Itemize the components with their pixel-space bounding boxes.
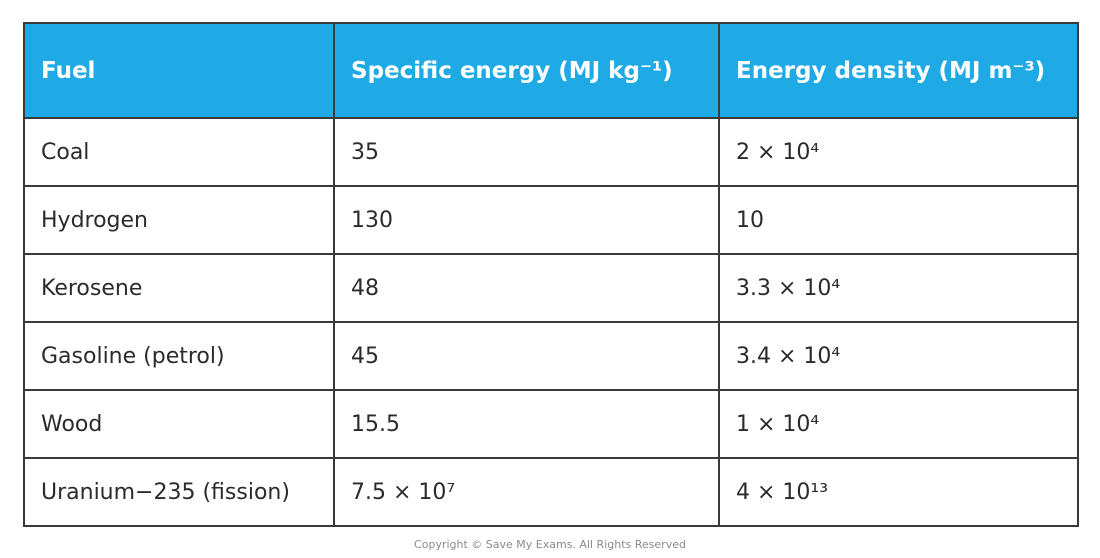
table-cell: Coal xyxy=(23,117,335,187)
table-cell: Uranium−235 (fission) xyxy=(23,457,335,527)
table-cell: 3.3 × 10⁴ xyxy=(718,253,1079,323)
table-cell: 2 × 10⁴ xyxy=(718,117,1079,187)
table-cell: Kerosene xyxy=(23,253,335,323)
table-row: Coal 35 2 × 10⁴ xyxy=(23,117,1079,187)
fuel-table: Fuel Specific energy (MJ kg⁻¹) Energy dens… xyxy=(23,22,1079,527)
header-cell: Energy density (MJ m⁻³) xyxy=(718,22,1079,119)
table-cell: 3.4 × 10⁴ xyxy=(718,321,1079,391)
table-cell: Hydrogen xyxy=(23,185,335,255)
table-cell: 4 × 10¹³ xyxy=(718,457,1079,527)
header-row: Fuel Specific energy (MJ kg⁻¹) Energy dens… xyxy=(23,22,1079,119)
table-cell: 10 xyxy=(718,185,1079,255)
table-cell: 1 × 10⁴ xyxy=(718,389,1079,459)
table-cell: 7.5 × 10⁷ xyxy=(333,457,720,527)
table-cell: Gasoline (petrol) xyxy=(23,321,335,391)
table-row: Kerosene 48 3.3 × 10⁴ xyxy=(23,253,1079,323)
table-row: Hydrogen 130 10 xyxy=(23,185,1079,255)
table-row: Wood 15.5 1 × 10⁴ xyxy=(23,389,1079,459)
copyright: Copyright © Save My Exams. All Rights Re… xyxy=(414,538,686,551)
table-row: Gasoline (petrol) 45 3.4 × 10⁴ xyxy=(23,321,1079,391)
table-cell: 35 xyxy=(333,117,720,187)
table-cell: 45 xyxy=(333,321,720,391)
header-cell: Specific energy (MJ kg⁻¹) xyxy=(333,22,720,119)
table-cell: Wood xyxy=(23,389,335,459)
table-cell: 15.5 xyxy=(333,389,720,459)
table-body: Coal 35 2 × 10⁴ Hydrogen 130 10 Kerosene 48 3.3 … xyxy=(23,117,1079,527)
table-cell: 130 xyxy=(333,185,720,255)
table-cell: 48 xyxy=(333,253,720,323)
table-row: Uranium−235 (fission) 7.5 × 10⁷ 4 × 10¹³ xyxy=(23,457,1079,527)
header-cell: Fuel xyxy=(23,22,335,119)
